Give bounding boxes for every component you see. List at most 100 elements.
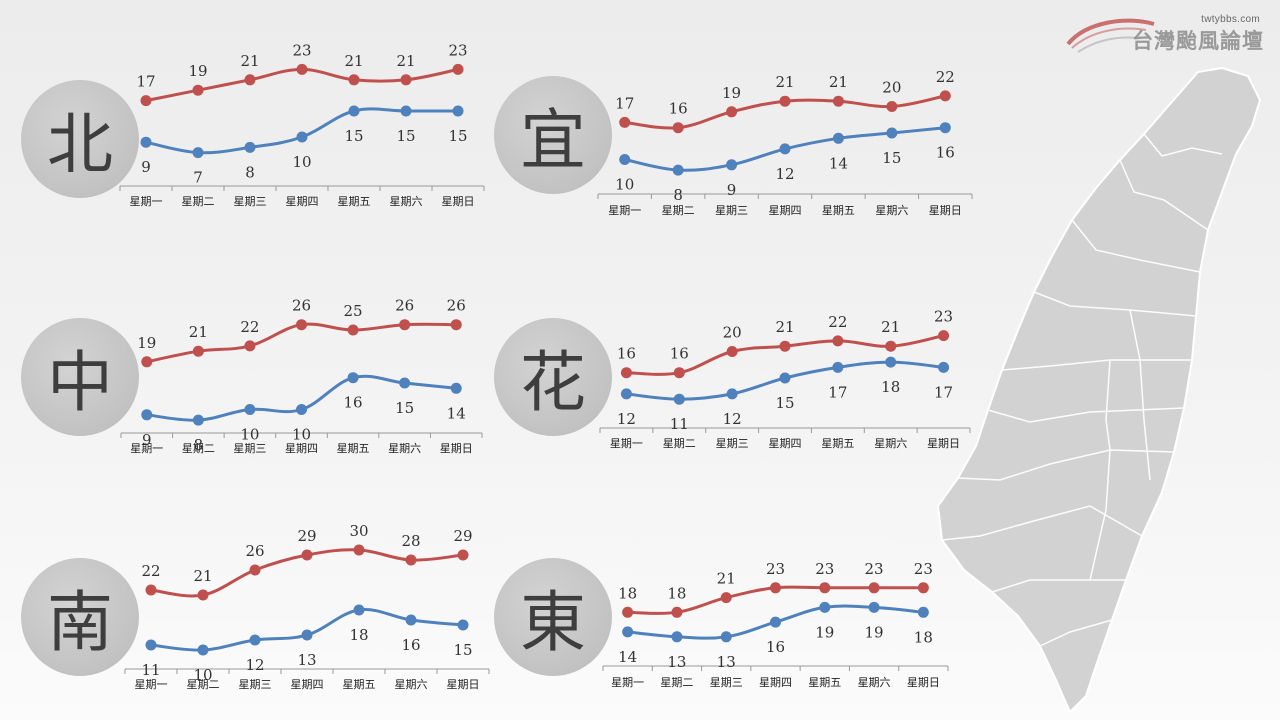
x-tick-label: 星期六 [390,195,423,208]
data-point-low [296,404,307,415]
x-tick-label: 星期四 [291,678,324,691]
data-point-high [145,584,157,596]
data-label-low: 12 [775,165,794,183]
data-label-high: 26 [447,297,466,315]
data-label-low: 13 [297,651,316,669]
data-label-low: 10 [292,153,311,171]
data-label-low: 10 [193,666,212,684]
data-point-high [673,367,685,379]
data-point-low [720,631,732,643]
x-tick-label: 星期二 [182,195,215,208]
x-tick-label: 星期二 [660,676,693,689]
data-label-high: 26 [292,297,311,315]
data-point-high [452,63,464,75]
x-tick-label: 星期六 [388,442,421,455]
data-label-high: 23 [934,308,953,326]
data-label-low: 14 [447,404,466,422]
data-label-high: 29 [453,527,472,545]
x-tick-label: 星期六 [874,437,907,450]
data-point-high [819,582,831,594]
data-point-low [726,159,738,171]
data-point-low [452,105,464,117]
data-label-low: 16 [766,638,785,656]
data-point-high [938,330,950,342]
data-point-low [620,388,632,400]
region-hualien-circle: 花 [494,318,612,436]
x-tick-label: 星期五 [343,678,376,691]
data-label-high: 21 [829,73,848,91]
data-label-low: 8 [673,186,683,204]
data-label-low: 16 [344,394,363,412]
data-label-high: 21 [881,318,900,336]
data-point-high [671,606,683,618]
x-tick-label: 星期一 [611,676,644,689]
data-point-low [671,631,683,643]
data-label-high: 21 [396,52,415,70]
data-point-high [347,324,359,336]
data-label-low: 17 [828,383,847,401]
data-point-high [619,116,631,128]
x-tick-label: 星期日 [440,442,473,455]
data-label-high: 25 [344,302,363,320]
data-point-low [832,361,844,373]
data-point-low [249,634,261,646]
data-label-low: 8 [245,163,255,181]
data-point-low [244,404,256,415]
data-label-high: 30 [349,522,368,540]
data-point-high [296,63,308,75]
data-label-low: 10 [615,176,634,194]
x-tick-label: 星期日 [929,204,962,217]
data-label-low: 12 [245,656,264,674]
data-label-low: 17 [934,383,953,401]
region-yilan-circle: 宜 [494,76,612,194]
x-tick-label: 星期四 [759,676,792,689]
data-label-low: 19 [865,623,884,641]
data-point-high [779,340,791,352]
data-label-low: 11 [670,415,689,433]
x-tick-label: 星期四 [285,442,318,455]
region-south-circle: 南 [21,558,139,676]
data-label-high: 22 [141,562,160,580]
x-tick-label: 星期三 [715,204,748,217]
data-label-high: 26 [395,297,414,315]
data-point-low [819,601,831,613]
x-tick-label: 星期一 [610,437,643,450]
data-label-low: 12 [617,410,636,428]
data-point-low [622,626,634,638]
data-point-low [353,604,365,616]
data-point-low [192,414,204,426]
data-label-low: 18 [881,378,900,396]
data-label-high: 23 [292,41,311,59]
data-point-high [353,544,365,556]
data-point-low [244,141,256,153]
x-tick-label: 星期日 [927,437,960,450]
data-point-low [832,132,844,144]
data-label-low: 7 [193,169,203,187]
data-label-high: 16 [669,100,688,118]
data-label-high: 21 [775,318,794,336]
data-label-low: 15 [448,127,467,145]
data-label-low: 15 [396,127,415,145]
x-tick-label: 星期五 [338,195,371,208]
x-tick-label: 星期四 [769,204,802,217]
x-tick-label: 星期二 [663,437,696,450]
data-label-high: 28 [401,532,420,550]
data-label-low: 18 [349,626,368,644]
data-label-low: 16 [936,144,955,162]
data-label-low: 11 [141,661,160,679]
data-point-high [779,95,791,107]
data-label-low: 10 [292,426,311,444]
x-tick-label: 星期一 [135,678,168,691]
data-label-low: 15 [775,394,794,412]
x-tick-label: 星期日 [907,676,940,689]
data-label-low: 15 [453,641,472,659]
data-point-high [348,74,360,86]
x-tick-label: 星期二 [187,678,220,691]
data-point-low [917,606,929,618]
region-north-circle: 北 [21,80,139,198]
